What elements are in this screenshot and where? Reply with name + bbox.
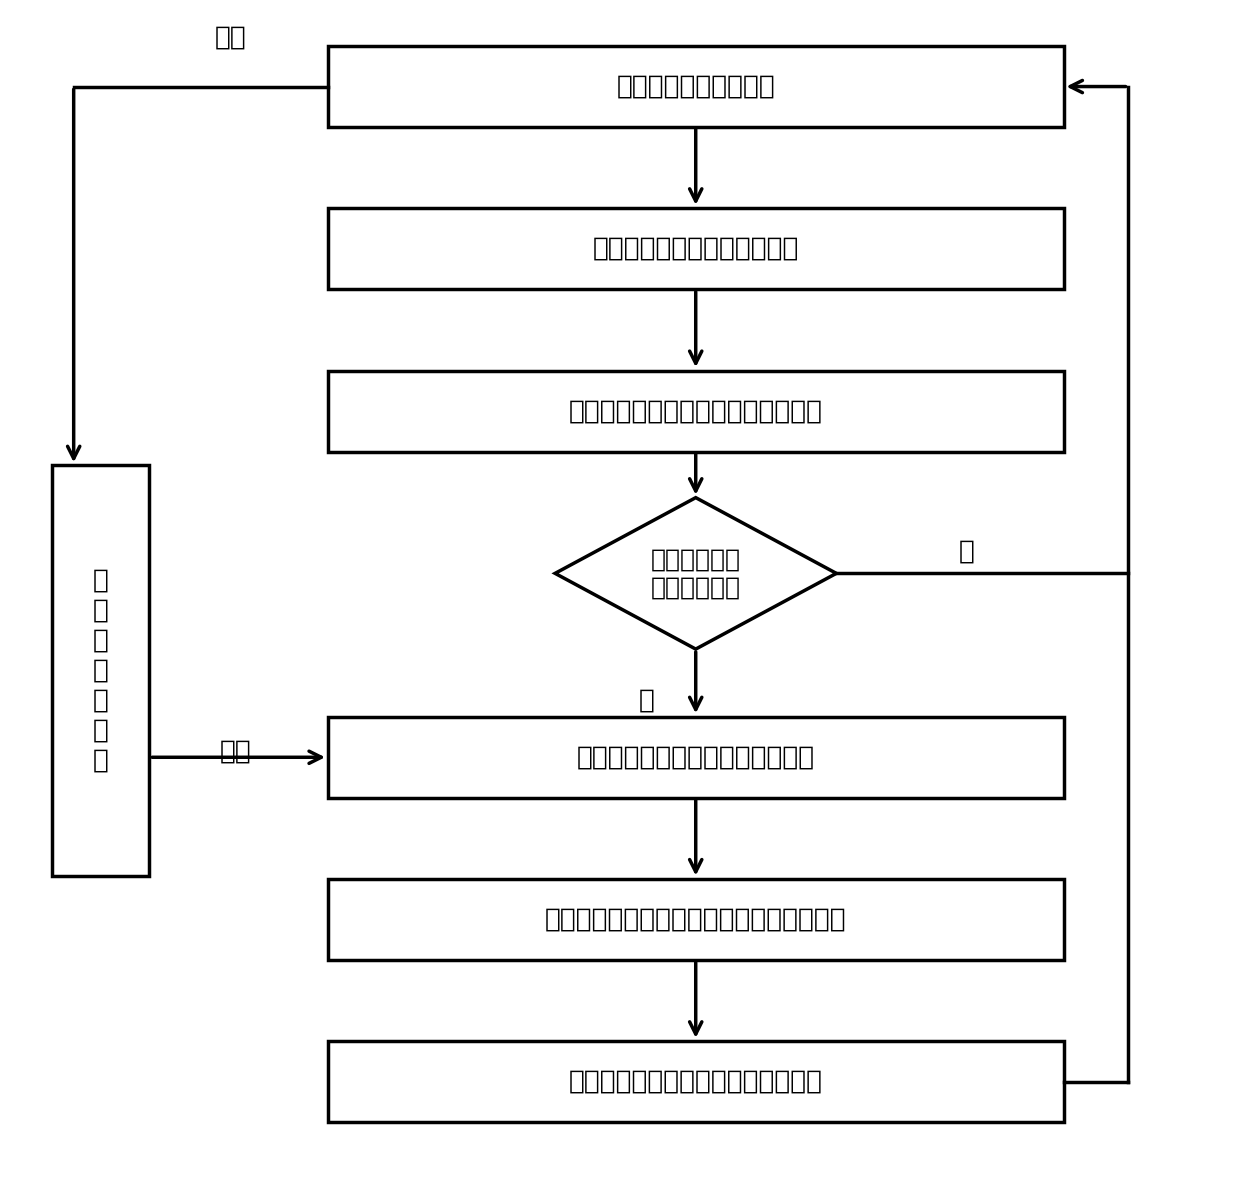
Text: 是: 是 <box>639 688 655 714</box>
Text: 中控平台将压力数据转化为深度数据: 中控平台将压力数据转化为深度数据 <box>569 399 822 424</box>
Text: 电动机带动压缩缸伸出、塑性外壳体积增大: 电动机带动压缩缸伸出、塑性外壳体积增大 <box>544 907 847 933</box>
Text: 否: 否 <box>959 539 975 565</box>
Text: 中控平台控制电机按预定功率转动: 中控平台控制电机按预定功率转动 <box>577 744 815 770</box>
Bar <box>327 46 1064 127</box>
Text: 压力传感器实时压力数据采集: 压力传感器实时压力数据采集 <box>593 236 799 262</box>
Text: 机器人无动力自由下潜: 机器人无动力自由下潜 <box>616 74 775 100</box>
Bar <box>327 716 1064 797</box>
Text: 发
电
电
动
一
体
机: 发 电 电 动 一 体 机 <box>93 568 109 774</box>
Text: 浮力平衡重力，实现无动力悬浮定位: 浮力平衡重力，实现无动力悬浮定位 <box>569 1069 822 1095</box>
Bar <box>327 1041 1064 1122</box>
Text: 蓄电: 蓄电 <box>215 25 247 51</box>
Bar <box>52 465 149 876</box>
Bar <box>327 208 1064 289</box>
Polygon shape <box>556 497 836 649</box>
Bar <box>327 370 1064 452</box>
Bar <box>327 879 1064 960</box>
Text: 供电: 供电 <box>219 739 252 765</box>
Text: 是否为机器人
预设探测深度: 是否为机器人 预设探测深度 <box>651 547 740 600</box>
